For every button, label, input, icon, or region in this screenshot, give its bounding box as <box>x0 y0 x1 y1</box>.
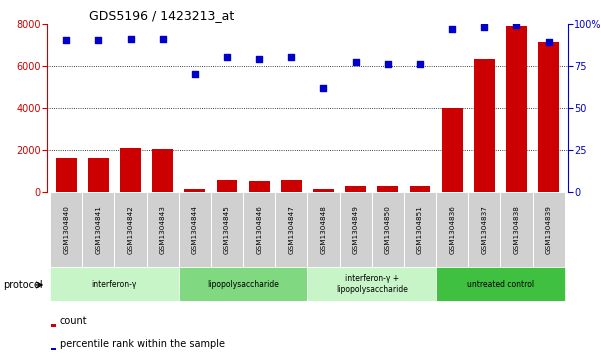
Text: GSM1304843: GSM1304843 <box>160 205 166 254</box>
Bar <box>275 192 307 267</box>
Point <box>158 36 168 42</box>
Bar <box>82 192 114 267</box>
Point <box>383 61 392 67</box>
Text: GSM1304850: GSM1304850 <box>385 205 391 254</box>
Bar <box>120 148 141 192</box>
Text: count: count <box>60 316 88 326</box>
Text: GSM1304836: GSM1304836 <box>449 205 455 254</box>
Text: GSM1304849: GSM1304849 <box>353 205 359 254</box>
Point <box>544 39 554 45</box>
Text: interferon-γ +
lipopolysaccharide: interferon-γ + lipopolysaccharide <box>336 274 407 294</box>
Bar <box>281 180 302 192</box>
Bar <box>147 192 178 267</box>
Bar <box>468 192 501 267</box>
Text: GSM1304839: GSM1304839 <box>546 205 552 254</box>
Point <box>254 56 264 62</box>
Bar <box>340 192 372 267</box>
Bar <box>185 189 206 192</box>
Point <box>480 24 489 30</box>
Point <box>190 71 200 77</box>
Bar <box>51 325 56 327</box>
Point <box>447 26 457 32</box>
Bar <box>538 41 559 192</box>
Bar <box>50 267 178 301</box>
Text: lipopolysaccharide: lipopolysaccharide <box>207 280 279 289</box>
Bar <box>436 267 565 301</box>
Text: interferon-γ: interferon-γ <box>92 280 137 289</box>
Text: GSM1304838: GSM1304838 <box>513 205 519 254</box>
Text: GSM1304841: GSM1304841 <box>96 205 102 254</box>
Bar <box>178 267 307 301</box>
Point <box>61 37 71 43</box>
Point <box>94 37 103 43</box>
Text: GSM1304851: GSM1304851 <box>417 205 423 254</box>
Point <box>222 54 232 60</box>
Bar <box>442 108 463 192</box>
Point <box>415 61 425 67</box>
Bar <box>88 158 109 192</box>
Bar <box>216 180 237 192</box>
Text: GSM1304840: GSM1304840 <box>63 205 69 254</box>
Bar <box>249 181 270 192</box>
Bar <box>152 149 173 192</box>
Bar <box>345 187 366 192</box>
Text: GSM1304847: GSM1304847 <box>288 205 294 254</box>
Text: GSM1304848: GSM1304848 <box>320 205 326 254</box>
Bar <box>313 189 334 192</box>
Bar <box>404 192 436 267</box>
Bar <box>532 192 565 267</box>
Bar <box>243 192 275 267</box>
Text: GSM1304845: GSM1304845 <box>224 205 230 254</box>
Text: untreated control: untreated control <box>467 280 534 289</box>
Text: GSM1304844: GSM1304844 <box>192 205 198 254</box>
Bar <box>50 192 82 267</box>
Bar <box>372 192 404 267</box>
Text: protocol: protocol <box>3 280 43 290</box>
Text: GSM1304837: GSM1304837 <box>481 205 487 254</box>
Bar <box>114 192 147 267</box>
Bar <box>307 192 340 267</box>
Point <box>351 60 361 65</box>
Bar <box>436 192 468 267</box>
Point <box>287 54 296 60</box>
Bar <box>501 192 532 267</box>
Bar <box>377 187 398 192</box>
Point <box>511 23 521 28</box>
Point <box>126 36 135 42</box>
Text: GSM1304842: GSM1304842 <box>127 205 133 254</box>
Bar <box>56 158 77 192</box>
Text: GDS5196 / 1423213_at: GDS5196 / 1423213_at <box>88 9 234 23</box>
Bar <box>474 60 495 192</box>
Bar <box>178 192 211 267</box>
Point <box>319 85 328 91</box>
Text: percentile rank within the sample: percentile rank within the sample <box>60 339 225 350</box>
Bar <box>506 26 527 192</box>
Text: GSM1304846: GSM1304846 <box>256 205 262 254</box>
Bar <box>211 192 243 267</box>
Bar <box>307 267 436 301</box>
Bar <box>51 348 56 350</box>
Bar <box>409 187 430 192</box>
